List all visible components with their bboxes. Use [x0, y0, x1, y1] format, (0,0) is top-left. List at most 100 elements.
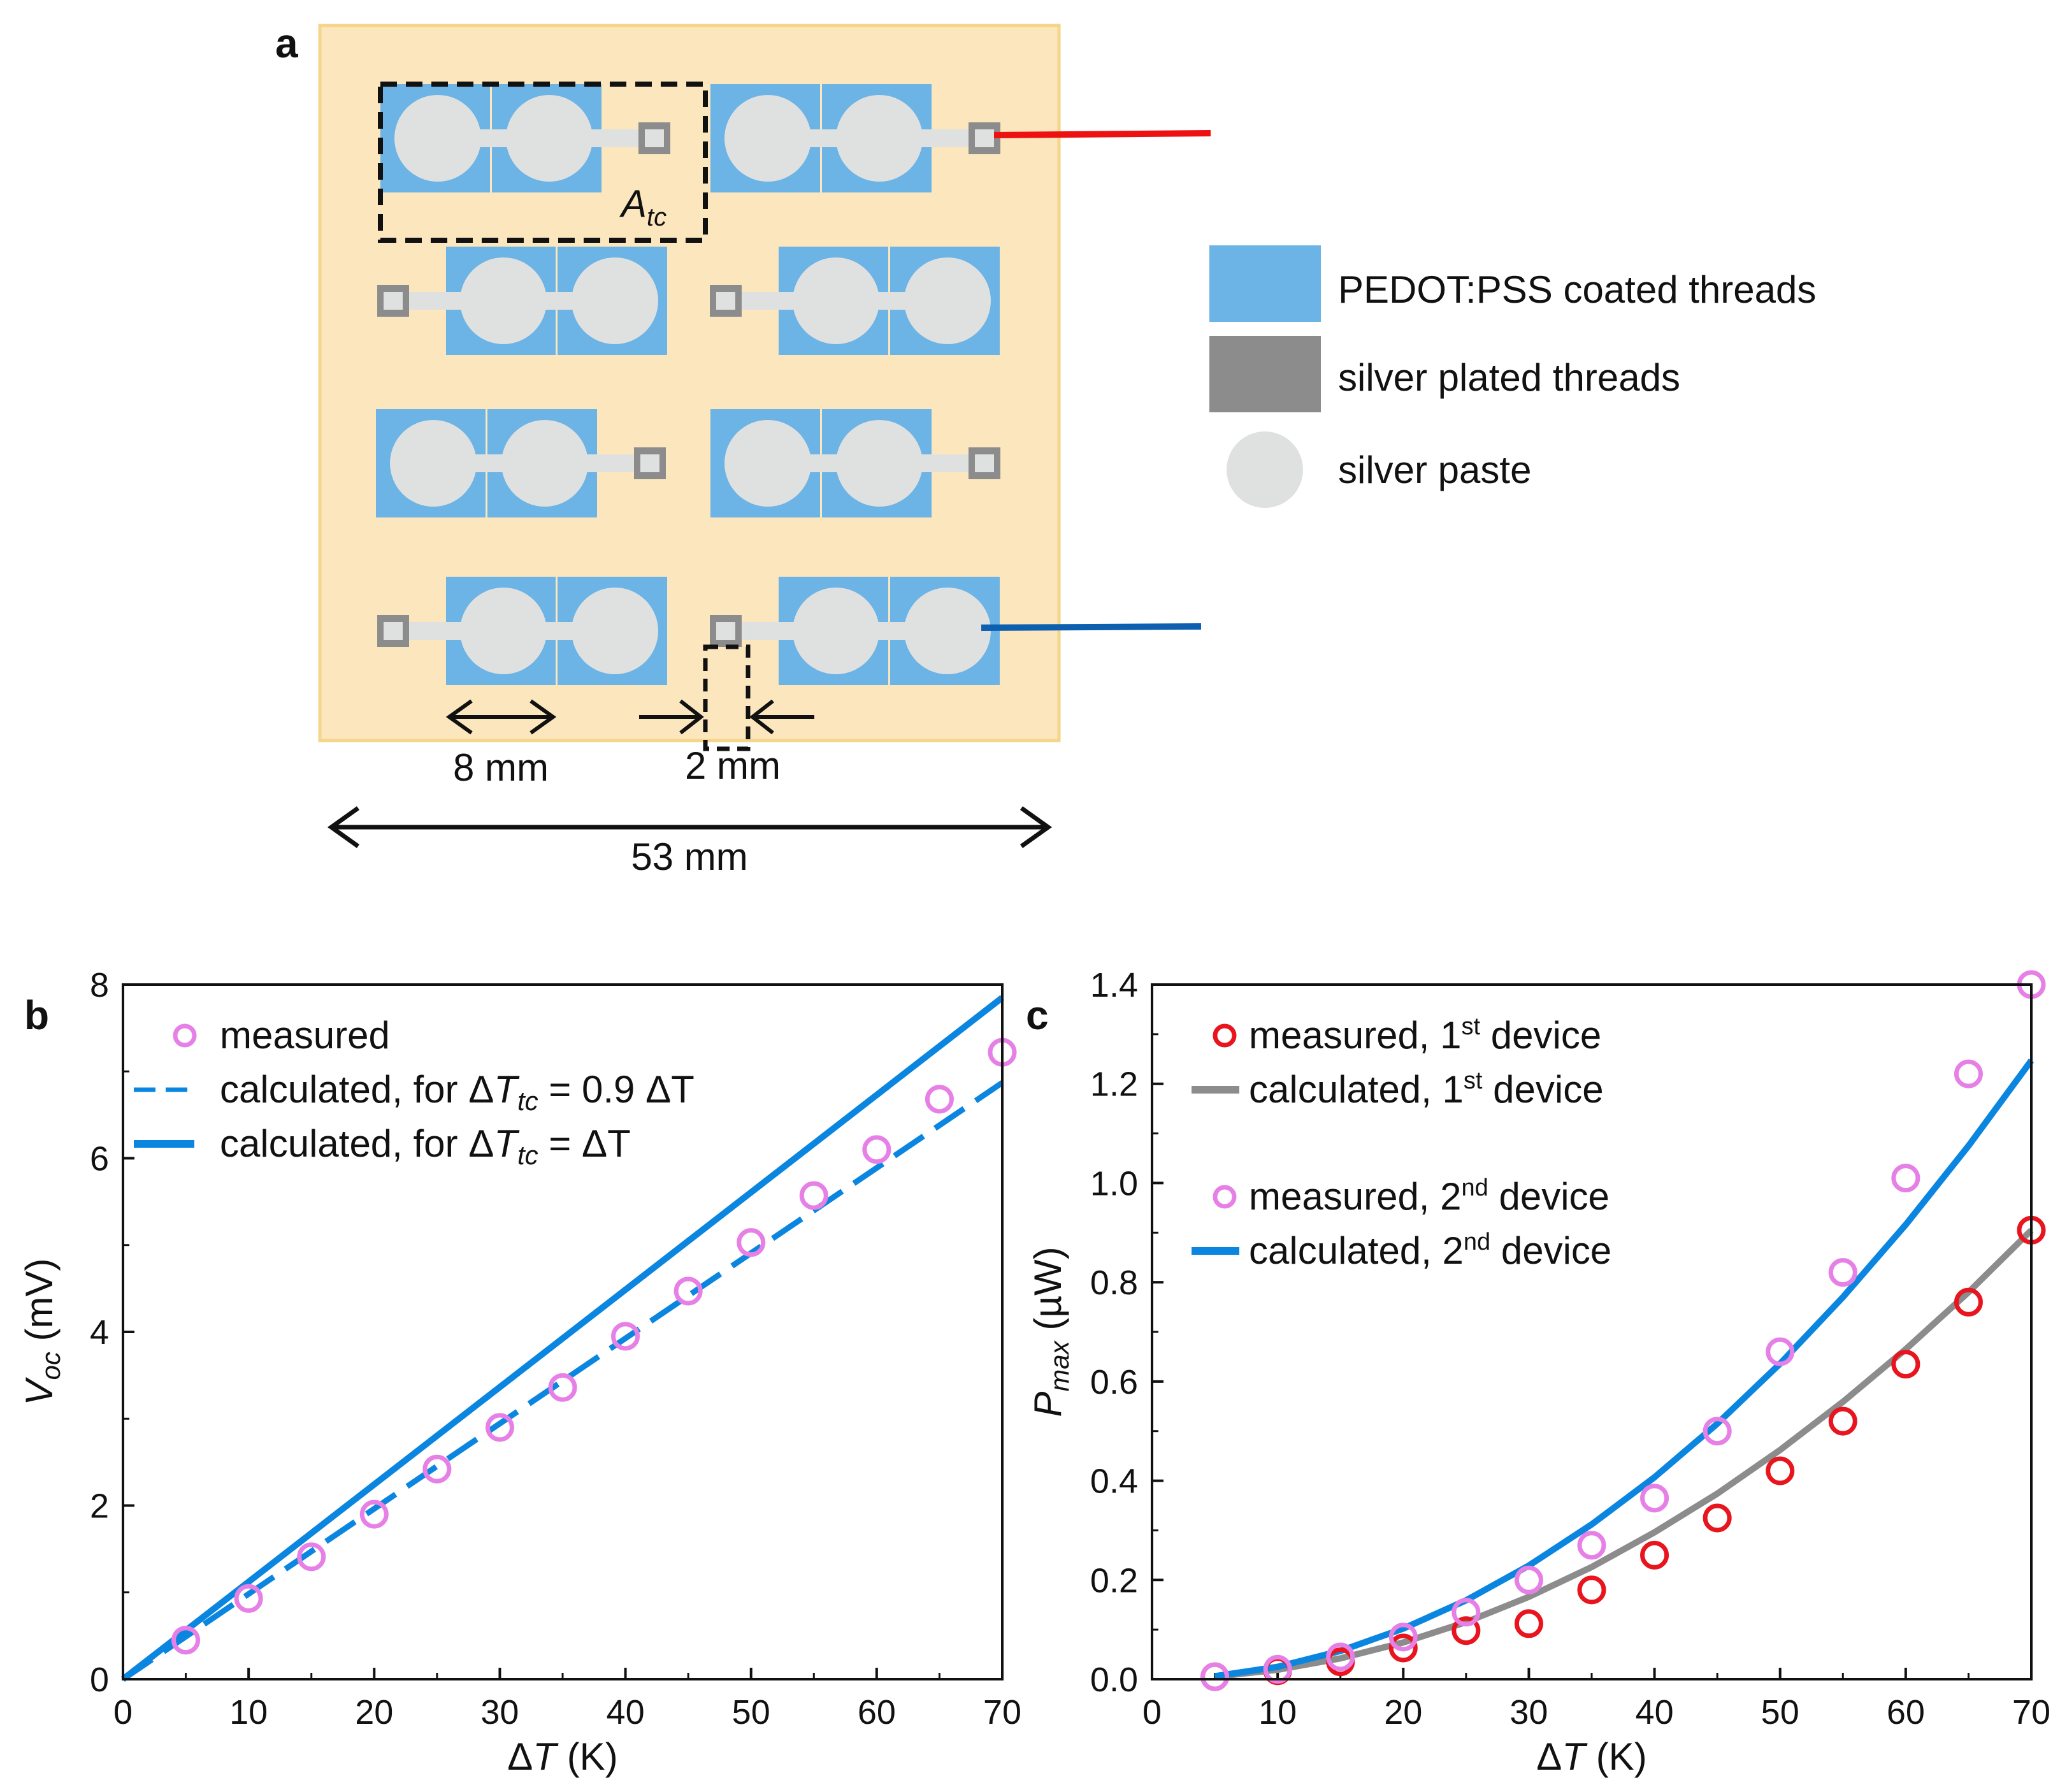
chart-b: b 0 10 20 30 40 50 60 70 0 2 4 6 8 ΔT (K) Voc (mV) m… — [18, 966, 1021, 1778]
data-point — [548, 1373, 577, 1402]
silver-paste-dot — [724, 420, 811, 507]
data-point — [1451, 1598, 1481, 1627]
legend-silver-thread-label: silver plated threads — [1338, 356, 1680, 399]
silver-paste-dot — [572, 588, 658, 674]
x-tick-label: 10 — [229, 1693, 268, 1731]
data-point — [1577, 1575, 1606, 1605]
x-tick-label: 30 — [480, 1693, 519, 1731]
chart-c-legend: measured, 1st device calculated, 1st dev… — [1192, 1013, 1611, 1272]
legend-c-calc1-label: calculated, 1st device — [1249, 1067, 1604, 1111]
chart-c-ylabel: Pmax (µW) — [1026, 1246, 1074, 1417]
thermocouple-leg — [377, 577, 667, 685]
silver-paste-dot — [506, 95, 593, 182]
series-line — [1214, 1059, 2035, 1680]
data-point — [1388, 1633, 1418, 1663]
y-tick-label: 1.4 — [1090, 966, 1138, 1004]
chart-b-ylabel: Voc (mV) — [18, 1258, 66, 1405]
x-tick-label: 40 — [1636, 1693, 1674, 1731]
legend-c-measured1-label: measured, 1st device — [1249, 1013, 1601, 1057]
y-tick-label: 2 — [90, 1487, 109, 1526]
data-point — [925, 1085, 954, 1114]
unit-area-box — [378, 82, 708, 243]
y-tick-label: 0.6 — [1090, 1363, 1138, 1401]
data-point — [1640, 1484, 1669, 1513]
silver-paste-contact — [716, 622, 735, 640]
silver-paste-dot — [572, 257, 658, 344]
silver-paste-contact — [975, 129, 994, 147]
data-point — [737, 1228, 766, 1257]
panel-b-label: b — [24, 992, 49, 1038]
data-point — [1640, 1540, 1669, 1570]
data-point — [297, 1542, 326, 1572]
series-line — [121, 1080, 1004, 1682]
y-tick-label: 0 — [90, 1661, 109, 1699]
thermocouple-leg — [710, 409, 1000, 517]
legend-pedot-label: PEDOT:PSS coated threads — [1338, 268, 1816, 311]
data-point — [1703, 1417, 1732, 1446]
thermocouple-legs — [376, 84, 1000, 685]
legend-silver-thread-swatch — [1209, 336, 1321, 412]
legend-b-solid-label: calculated, for ΔTtc = ΔT — [220, 1122, 631, 1170]
data-point — [1703, 1503, 1732, 1533]
silver-paste-dot — [836, 420, 923, 507]
legend-c-measured2-label: measured, 2nd device — [1249, 1174, 1610, 1218]
data-point — [673, 1276, 703, 1306]
blue-wire — [981, 623, 1202, 631]
y-tick-label: 0.4 — [1090, 1463, 1138, 1501]
data-point — [1891, 1164, 1920, 1193]
silver-paste-dot — [394, 95, 481, 182]
x-tick-label: 50 — [1761, 1693, 1799, 1731]
panel-a-label: a — [275, 20, 298, 66]
y-tick-label: 0.2 — [1090, 1561, 1138, 1600]
silver-paste-contact — [640, 454, 659, 472]
data-point — [1326, 1642, 1355, 1672]
chart-c-xlabel: ΔT (K) — [1536, 1735, 1646, 1778]
x-tick-label: 10 — [1258, 1693, 1297, 1731]
chart-b-xlabel: ΔT (K) — [507, 1735, 617, 1778]
chart-b-frame — [122, 983, 1004, 1680]
unit-area-label: Atc — [619, 182, 666, 231]
silver-paste-dot — [904, 588, 991, 674]
legend-c-measured1-marker — [1213, 1023, 1237, 1048]
x-tick-label: 40 — [607, 1693, 645, 1731]
x-tick-label: 60 — [858, 1693, 896, 1731]
legend-b-dashed-label: calculated, for ΔTtc = 0.9 ΔT — [220, 1068, 695, 1116]
data-point — [1891, 1350, 1920, 1379]
x-tick-label: 20 — [355, 1693, 393, 1731]
thermocouple-leg — [377, 247, 667, 355]
thermocouple-leg — [710, 84, 1000, 192]
silver-paste-contact — [645, 129, 664, 147]
thermocouple-leg — [710, 247, 1000, 355]
data-point — [799, 1181, 828, 1210]
dim-53mm-label: 53 mm — [631, 835, 747, 878]
x-tick-label: 0 — [113, 1693, 133, 1731]
silver-paste-dot — [836, 95, 923, 182]
x-tick-label: 60 — [1887, 1693, 1925, 1731]
silver-paste-contact — [975, 454, 994, 472]
series-line — [120, 995, 1005, 1682]
data-point — [234, 1584, 263, 1613]
silver-paste-dot — [793, 588, 879, 674]
series-line — [1214, 1227, 2034, 1680]
thermocouple-leg — [380, 84, 670, 192]
data-point — [1577, 1531, 1606, 1560]
y-tick-label: 6 — [90, 1140, 109, 1178]
data-point — [1263, 1654, 1292, 1684]
silver-paste-dot — [460, 257, 547, 344]
data-point — [422, 1454, 452, 1484]
data-point — [171, 1626, 201, 1655]
x-tick-label: 50 — [732, 1693, 770, 1731]
x-tick-label: 0 — [1142, 1693, 1162, 1731]
y-tick-label: 8 — [90, 966, 109, 1004]
data-point — [485, 1413, 514, 1442]
chart-c-frame — [1151, 983, 2033, 1680]
chart-b-series — [120, 995, 1017, 1682]
legend-c-measured2-marker — [1213, 1185, 1237, 1209]
dim-2mm-arrows — [639, 699, 814, 735]
data-point — [1766, 1337, 1795, 1366]
dim-8mm-label: 8 mm — [453, 746, 549, 789]
chart-b-legend: measured calculated, for ΔTtc = 0.9 ΔT c… — [134, 1014, 695, 1170]
silver-paste-dot — [390, 420, 477, 507]
panel-c-label: c — [1026, 992, 1049, 1038]
